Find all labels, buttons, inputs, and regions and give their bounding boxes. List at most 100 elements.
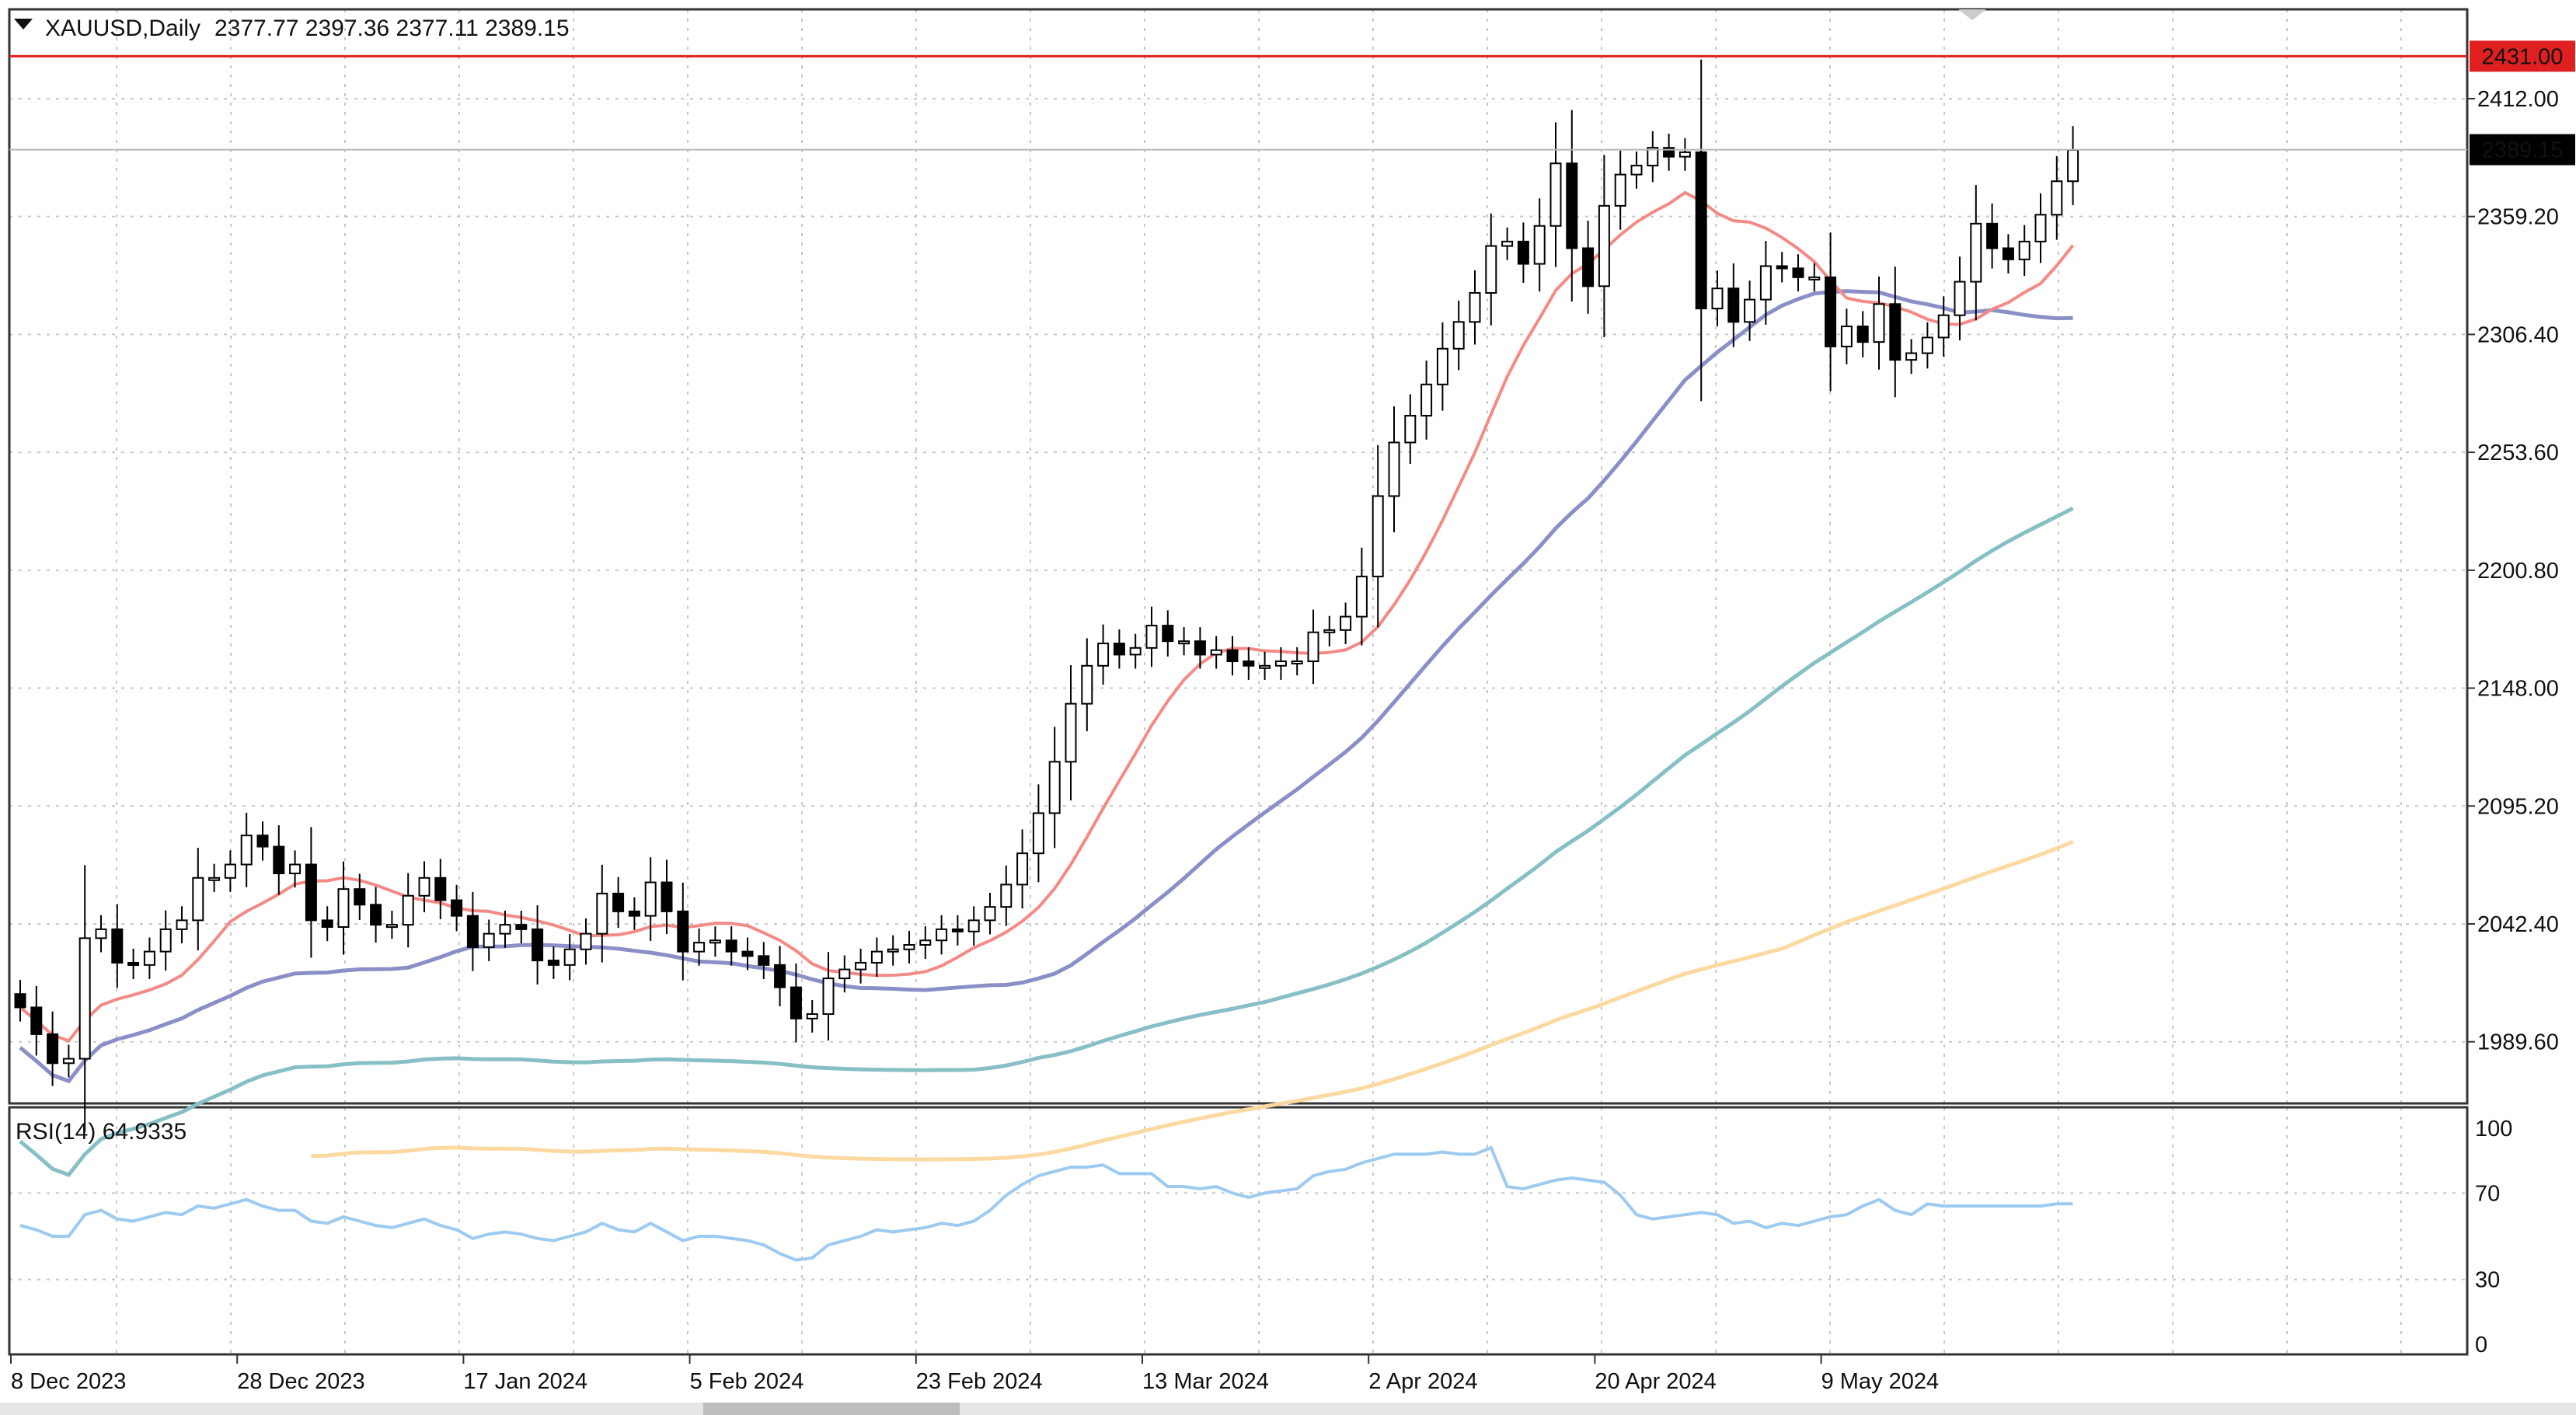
candle-body (321, 919, 333, 928)
candle (1452, 300, 1465, 371)
candle-body (1145, 625, 1158, 649)
rsi-tick-label: 30 (2475, 1268, 2500, 1293)
candle (240, 813, 253, 887)
candle-body (451, 899, 463, 917)
candle (256, 821, 269, 861)
candle (1711, 270, 1724, 326)
candle-body (483, 932, 495, 948)
candle (870, 937, 883, 978)
candle (919, 926, 932, 960)
candle-body (499, 924, 511, 935)
candle (78, 865, 91, 1132)
candle (1614, 150, 1626, 230)
candle-body (2018, 240, 2030, 260)
candle-body (111, 928, 124, 964)
price-tick-label: 2412.00 (2477, 87, 2559, 112)
candle (1566, 110, 1578, 302)
candle-body (919, 939, 932, 946)
candle-body (887, 948, 899, 953)
candle-body (192, 877, 204, 922)
candle-body (95, 928, 107, 939)
candle (1469, 270, 1481, 345)
candle (1145, 606, 1158, 667)
candle (628, 897, 640, 930)
candle (434, 859, 447, 919)
candle-body (806, 1013, 818, 1019)
candle-body (1744, 298, 1756, 323)
candle (224, 850, 236, 892)
rsi-tick-label: 70 (2475, 1181, 2500, 1206)
candle-body (47, 1033, 59, 1065)
candle (1307, 609, 1319, 685)
candle-body (677, 910, 689, 953)
candle-body (1274, 660, 1287, 667)
candle (822, 952, 835, 1040)
candles (14, 59, 2079, 1132)
candle-body (354, 888, 366, 906)
price-tick-label: 2359.20 (2477, 205, 2559, 230)
candle (596, 864, 608, 963)
chart-shift-marker[interactable] (1958, 9, 1986, 20)
candle-body (903, 943, 915, 950)
candle (111, 904, 124, 988)
candle-body (612, 892, 625, 912)
price-panel-frame (8, 8, 2469, 1105)
candle (2051, 155, 2063, 240)
candle (1162, 610, 1174, 657)
rsi-panel-frame (8, 1106, 2469, 1356)
candle-body (725, 939, 737, 953)
candle (644, 857, 657, 941)
candle (1986, 203, 1999, 269)
price-tick-label: 2042.40 (2477, 912, 2559, 937)
candle (14, 980, 26, 1022)
candle-body (644, 881, 657, 917)
candle (903, 930, 915, 964)
candle (95, 915, 107, 953)
triangle-down-icon[interactable] (14, 19, 33, 30)
candle-body (1808, 276, 1821, 281)
candle-body (2034, 214, 2047, 242)
candle (515, 911, 528, 943)
candle (1889, 267, 1901, 398)
scrollbar-thumb[interactable] (703, 1403, 960, 1415)
candle-body (1048, 761, 1061, 814)
candle-body (1759, 265, 1772, 301)
candle-body (1598, 204, 1610, 288)
candle (838, 955, 851, 993)
candle (612, 877, 625, 929)
candle (790, 963, 802, 1043)
price-tick-label: 2306.40 (2477, 322, 2559, 347)
candle-body (790, 986, 802, 1019)
candle (1178, 627, 1190, 656)
price-tick-label: 1989.60 (2477, 1030, 2559, 1055)
candle (1226, 636, 1239, 676)
candle (1533, 198, 1546, 292)
candle (289, 850, 302, 888)
candle (1016, 829, 1029, 909)
horizontal-scrollbar[interactable] (0, 1403, 2576, 1415)
candle-body (273, 845, 285, 875)
candle-body (515, 924, 528, 930)
candle-body (466, 915, 479, 948)
candle-body (1097, 643, 1110, 667)
moving-average-long (311, 839, 2074, 1162)
candle (305, 827, 317, 958)
candle-body (1129, 647, 1142, 656)
candle-body (532, 928, 544, 962)
candle (2018, 225, 2030, 277)
candle-body (1678, 151, 1691, 158)
candle (337, 861, 350, 955)
candle (1840, 308, 1853, 364)
rsi-tick-label: 100 (2475, 1117, 2512, 1141)
candle-body (709, 939, 721, 944)
candle-body (1178, 640, 1190, 645)
candle-body (1372, 495, 1384, 577)
time-tick-label: 20 Apr 2024 (1595, 1369, 1716, 1394)
candle (1825, 232, 1837, 392)
ohlc-values: 2377.77 2397.36 2377.11 2389.15 (214, 16, 570, 41)
candle (1678, 138, 1691, 171)
time-tick-label: 8 Dec 2023 (11, 1369, 126, 1394)
candle (30, 985, 43, 1056)
rsi-title: RSI(14) 64.9335 (16, 1119, 186, 1145)
